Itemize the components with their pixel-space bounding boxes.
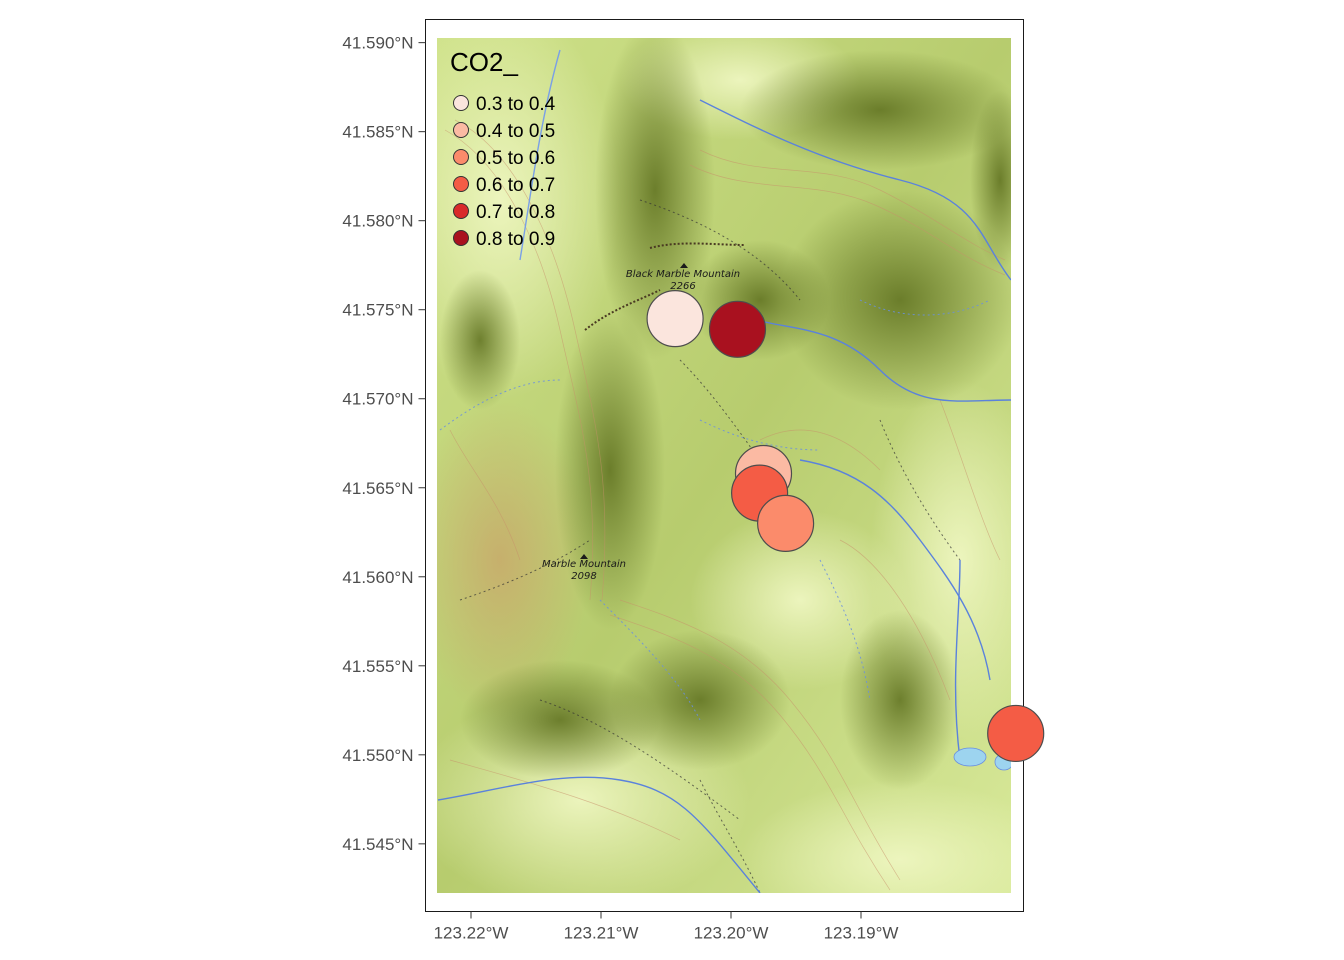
place-label-black-marble-mountain: Black Marble Mountain 2266 <box>626 263 740 292</box>
legend-label: 0.6 to 0.7 <box>476 175 555 196</box>
legend-label: 0.8 to 0.9 <box>476 229 555 250</box>
y-tick-label: 41.555°N <box>342 657 413 676</box>
y-tick-label: 41.560°N <box>342 568 413 587</box>
y-tick-label: 41.570°N <box>342 390 413 409</box>
legend-swatch <box>453 203 469 219</box>
legend-swatch <box>453 230 469 246</box>
legend-title: CO2_ <box>450 47 518 77</box>
co2-point[interactable] <box>646 290 704 348</box>
y-tick-label: 41.545°N <box>342 835 413 854</box>
y-tick-label: 41.590°N <box>342 34 413 53</box>
terrain-basemap <box>437 38 1011 893</box>
legend-swatch <box>453 149 469 165</box>
y-tick-label: 41.585°N <box>342 123 413 142</box>
place-label-marble-mountain: Marble Mountain 2098 <box>542 554 626 582</box>
co2-point[interactable] <box>987 704 1045 763</box>
svg-text:2266: 2266 <box>670 281 695 292</box>
x-tick-label: 123.19°W <box>824 924 899 943</box>
legend-swatch <box>453 176 469 192</box>
x-tick-label: 123.20°W <box>694 924 769 943</box>
y-tick-label: 41.565°N <box>342 479 413 498</box>
legend-label: 0.3 to 0.4 <box>476 94 556 115</box>
y-tick-label: 41.550°N <box>342 746 413 765</box>
y-tick-label: 41.575°N <box>342 301 413 320</box>
co2-points-layer <box>646 290 1045 763</box>
co2-point[interactable] <box>756 494 815 552</box>
x-tick-label: 123.21°W <box>564 924 639 943</box>
co2-point[interactable] <box>708 300 767 358</box>
legend-swatch <box>453 122 469 138</box>
legend-label: 0.4 to 0.5 <box>476 121 555 142</box>
svg-text:Black Marble Mountain: Black Marble Mountain <box>626 269 740 280</box>
svg-text:Marble Mountain: Marble Mountain <box>542 559 626 570</box>
legend-label: 0.7 to 0.8 <box>476 202 555 223</box>
axes: 123.22°W 123.21°W 123.20°W 123.19°W 41.590°N… <box>342 34 898 943</box>
legend: CO2_ 0.3 to 0.4 0.4 to 0.5 0.5 to 0.6 0.6 to… <box>450 47 556 250</box>
x-tick-label: 123.22°W <box>434 924 509 943</box>
legend-label: 0.5 to 0.6 <box>476 148 555 169</box>
svg-text:2098: 2098 <box>571 571 596 582</box>
y-tick-label: 41.580°N <box>342 212 413 231</box>
legend-swatch <box>453 95 469 111</box>
